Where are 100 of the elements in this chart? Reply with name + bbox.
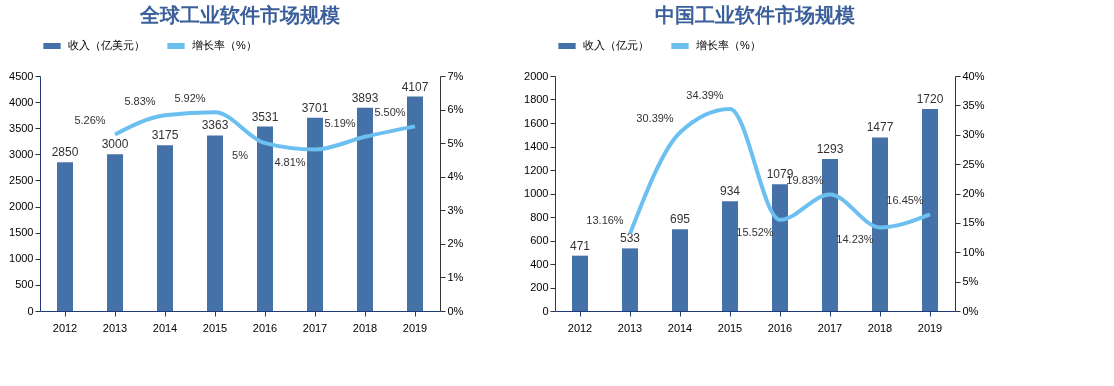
- data-label: 471: [569, 238, 591, 253]
- data-label: 34.39%: [686, 88, 724, 101]
- x-tick-label: 2018: [867, 321, 893, 334]
- x-tick-label: 2018: [352, 321, 378, 334]
- y-tick-label: 1000: [9, 252, 34, 265]
- data-label: 3000: [101, 137, 129, 152]
- data-label: 934: [719, 184, 741, 199]
- y2-tick-label: 6%: [447, 103, 464, 116]
- y2-tick-label: 2%: [447, 237, 464, 250]
- y2-tick-label: 7%: [447, 69, 464, 82]
- bar: [57, 162, 73, 311]
- bar: [307, 117, 323, 311]
- y-tick-label: 0: [27, 304, 34, 317]
- bar: [922, 108, 938, 311]
- y2-tick-label: 5%: [962, 275, 979, 288]
- x-tick-label: 2012: [52, 321, 78, 334]
- y2-tick-label: 10%: [962, 245, 985, 258]
- data-label: 5%: [232, 149, 249, 162]
- bar: [822, 159, 838, 311]
- x-tick-label: 2016: [767, 321, 793, 334]
- y-tick-label: 1400: [524, 140, 549, 152]
- bar: [672, 229, 688, 311]
- y-tick-label: 2500: [9, 173, 34, 186]
- data-label: 4107: [401, 79, 429, 94]
- data-label: 1293: [816, 142, 844, 157]
- data-label: 695: [669, 212, 691, 227]
- y2-tick-label: 1%: [447, 270, 464, 283]
- y2-tick-label: 15%: [962, 216, 985, 229]
- bar: [722, 201, 738, 311]
- y-tick-label: 600: [530, 234, 549, 246]
- data-label: 1477: [866, 120, 894, 135]
- data-label: 5.26%: [74, 114, 106, 127]
- legend-label: 增长率（%）: [191, 39, 257, 51]
- y2-tick-label: 0%: [447, 304, 464, 317]
- data-label: 13.16%: [586, 213, 624, 226]
- legend-label: 收入（亿美元）: [68, 39, 145, 51]
- data-label: 1720: [916, 91, 944, 106]
- y2-tick-label: 25%: [962, 157, 985, 170]
- data-label: 2850: [51, 145, 79, 160]
- legend-label: 增长率（%）: [695, 39, 761, 51]
- x-tick-label: 2013: [617, 321, 643, 334]
- chart-title: 全球工业软件市场规模: [139, 4, 340, 26]
- bar: [157, 145, 173, 311]
- y-tick-label: 1200: [524, 163, 549, 176]
- data-label: 4.81%: [274, 155, 306, 168]
- x-tick-label: 2015: [717, 321, 743, 334]
- y-tick-label: 4500: [9, 69, 34, 82]
- y-tick-label: 0: [542, 304, 549, 317]
- y2-tick-label: 3%: [447, 203, 464, 216]
- data-label: 3363: [201, 118, 229, 133]
- x-tick-label: 2014: [667, 321, 693, 334]
- data-label: 5.92%: [174, 92, 206, 105]
- data-label: 30.39%: [636, 112, 674, 125]
- data-label: 533: [619, 231, 641, 246]
- data-label: 3701: [301, 100, 329, 115]
- data-label: 5.19%: [324, 116, 356, 129]
- y-tick-label: 500: [15, 278, 34, 291]
- chart-title: 中国工业软件市场规模: [655, 4, 855, 26]
- x-tick-label: 2013: [102, 321, 128, 334]
- y-tick-label: 200: [530, 281, 549, 293]
- data-label: 5.83%: [124, 95, 156, 108]
- y-tick-label: 1600: [524, 116, 549, 129]
- y2-tick-label: 4%: [447, 170, 464, 183]
- bar: [407, 96, 423, 311]
- y-tick-label: 1500: [9, 226, 34, 239]
- bar: [207, 135, 223, 311]
- x-tick-label: 2014: [152, 321, 178, 334]
- y2-tick-label: 0%: [962, 304, 979, 317]
- y-tick-label: 4000: [9, 95, 34, 108]
- y-tick-label: 800: [530, 210, 549, 223]
- y-tick-label: 3000: [9, 147, 34, 160]
- x-tick-label: 2012: [567, 321, 593, 334]
- x-tick-label: 2015: [202, 321, 228, 334]
- bar: [772, 184, 788, 311]
- x-tick-label: 2016: [252, 321, 278, 334]
- y-tick-label: 2000: [524, 69, 549, 82]
- y-tick-label: 1000: [524, 187, 549, 199]
- y2-tick-label: 30%: [962, 128, 985, 141]
- x-tick-label: 2019: [917, 321, 943, 334]
- y2-tick-label: 35%: [962, 98, 985, 111]
- y-tick-label: 1800: [524, 93, 549, 105]
- y-tick-label: 400: [530, 257, 549, 270]
- x-tick-label: 2017: [817, 321, 843, 334]
- y-tick-label: 3500: [9, 121, 34, 134]
- bar: [257, 126, 273, 311]
- y2-tick-label: 40%: [962, 69, 985, 82]
- bar: [572, 255, 588, 311]
- data-label: 3531: [251, 109, 279, 124]
- bar: [107, 154, 123, 311]
- x-tick-label: 2017: [302, 321, 328, 334]
- data-label: 5.50%: [374, 106, 406, 119]
- y2-tick-label: 5%: [447, 136, 464, 149]
- y2-tick-label: 20%: [962, 187, 985, 199]
- bar: [622, 248, 638, 311]
- bar: [872, 137, 888, 311]
- bar: [357, 107, 373, 311]
- data-label: 3893: [351, 90, 379, 105]
- x-tick-label: 2019: [402, 321, 428, 334]
- y-tick-label: 2000: [9, 200, 34, 213]
- legend-label: 收入（亿元）: [583, 39, 649, 51]
